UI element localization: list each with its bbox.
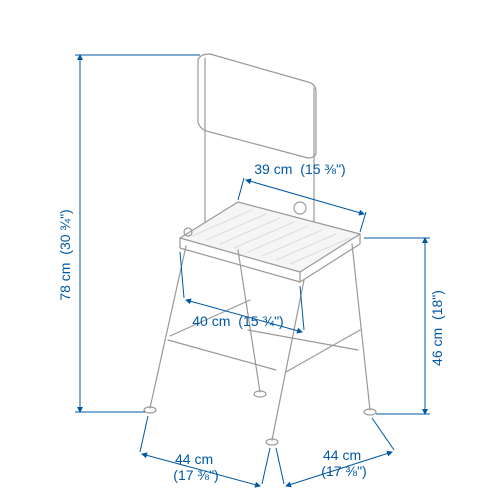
dimension-lines <box>75 55 430 486</box>
footprint-right-label: 44 cm (17 ⅜") <box>321 447 366 479</box>
seat-width-label: 40 cm (15 ¾") <box>192 313 283 329</box>
chair-illustration <box>144 54 376 445</box>
seat-height-label: 46 cm (18") <box>429 290 445 366</box>
height-total-label: 78 cm (30 ¾") <box>57 209 73 300</box>
seat-depth-label: 39 cm (15 ⅜") <box>254 161 345 177</box>
footprint-left-label: 44 cm (17 ⅜") <box>173 451 218 483</box>
chair-dimension-diagram: 78 cm (30 ¾") 39 cm (15 ⅜") 40 cm (15 ¾"… <box>0 0 500 500</box>
